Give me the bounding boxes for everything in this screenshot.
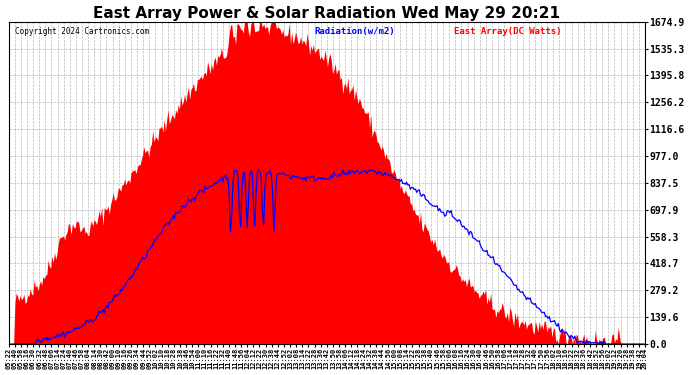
Text: Copyright 2024 Cartronics.com: Copyright 2024 Cartronics.com	[15, 27, 149, 36]
Title: East Array Power & Solar Radiation Wed May 29 20:21: East Array Power & Solar Radiation Wed M…	[93, 6, 560, 21]
Text: Radiation(w/m2): Radiation(w/m2)	[314, 27, 395, 36]
Text: East Array(DC Watts): East Array(DC Watts)	[454, 27, 562, 36]
